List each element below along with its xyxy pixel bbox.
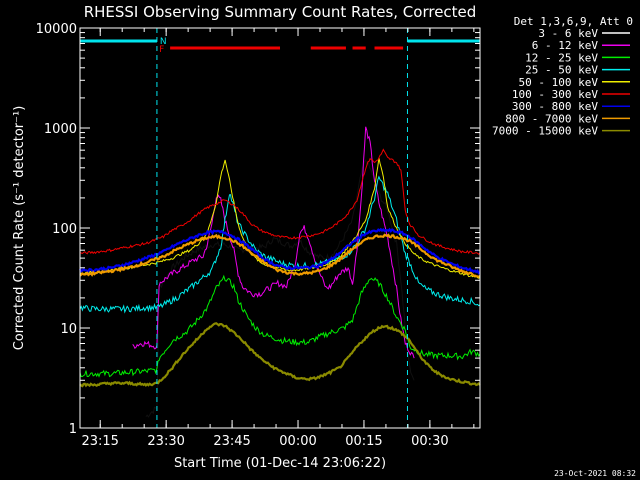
series-line-3 <box>79 175 481 314</box>
series-line-5 <box>79 148 481 255</box>
legend-label-8: 7000 - 15000 keV <box>492 125 598 138</box>
legend-label-1: 6 - 12 keV <box>532 39 599 52</box>
series-line-8 <box>79 322 481 388</box>
legend-label-4: 50 - 100 keV <box>519 76 599 89</box>
x-axis: 23:15 23:30 23:45 00:00 00:15 00:30 <box>81 28 475 449</box>
legend-label-0: 3 - 6 keV <box>538 27 598 40</box>
legend-label-7: 800 - 7000 keV <box>505 112 598 125</box>
night-flag-label: N <box>160 37 167 47</box>
legend-header: Det 1,3,6,9, Att 0 <box>514 15 633 28</box>
x-tick-label-3: 00:00 <box>279 434 316 449</box>
series-line-0 <box>145 159 415 418</box>
chart-title: RHESSI Observing Summary Count Rates, Co… <box>84 3 477 21</box>
y-axis-label: Corrected Count Rate (s⁻¹ detector⁻¹) <box>12 106 27 351</box>
series-line-2 <box>79 274 481 378</box>
timestamp: 23-Oct-2021 08:32 <box>554 469 636 478</box>
y-tick-label-1: 10 <box>60 322 77 337</box>
series-line-4 <box>80 157 481 279</box>
x-tick-label-4: 00:15 <box>345 434 382 449</box>
plot-area: NF <box>79 28 481 428</box>
legend-label-3: 25 - 50 keV <box>525 64 598 77</box>
x-tick-label-0: 23:15 <box>81 434 118 449</box>
x-tick-label-5: 00:30 <box>411 434 448 449</box>
y-tick-label-4: 10000 <box>36 22 77 37</box>
legend-label-5: 100 - 300 keV <box>512 88 598 101</box>
flare-flag-label: F <box>159 45 164 55</box>
y-tick-label-3: 1000 <box>44 122 77 137</box>
series-line-1 <box>132 126 415 359</box>
y-tick-label-2: 100 <box>52 222 77 237</box>
x-tick-label-1: 23:30 <box>147 434 184 449</box>
x-axis-label: Start Time (01-Dec-14 23:06:22) <box>174 456 386 471</box>
legend-label-2: 12 - 25 keV <box>525 51 598 64</box>
y-axis: 1 10 100 1000 10000 <box>36 22 480 437</box>
y-tick-label-0: 1 <box>69 422 77 437</box>
legend-label-6: 300 - 800 keV <box>512 100 598 113</box>
series-line-6 <box>79 227 481 275</box>
x-tick-label-2: 23:45 <box>213 434 250 449</box>
series-line-7 <box>79 233 481 278</box>
